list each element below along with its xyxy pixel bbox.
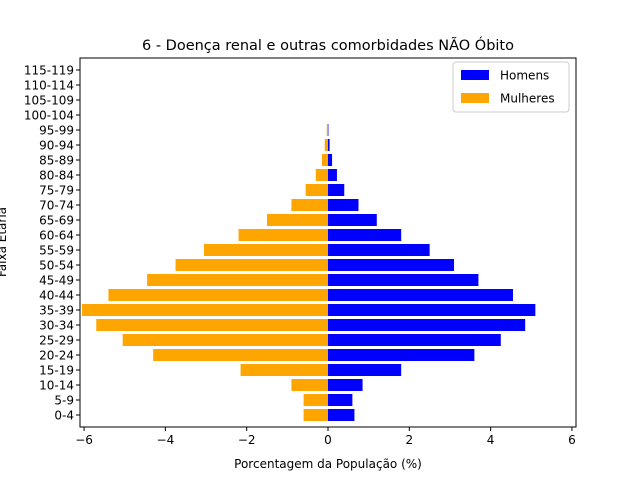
bar-mulheres-15-19 — [241, 364, 328, 376]
bar-mulheres-80-84 — [316, 169, 328, 181]
x-axis-label: Porcentagem da População (%) — [234, 457, 422, 471]
bar-homens-80-84 — [328, 169, 337, 181]
bar-mulheres-95-99 — [327, 124, 328, 136]
x-tick-label: 4 — [487, 433, 495, 447]
bar-mulheres-25-29 — [123, 334, 328, 346]
y-tick-label: 60-64 — [39, 229, 74, 243]
bar-mulheres-65-69 — [267, 214, 328, 226]
bar-mulheres-5-9 — [304, 394, 328, 406]
bar-homens-55-59 — [328, 244, 430, 256]
bar-mulheres-10-14 — [291, 379, 328, 391]
bar-homens-70-74 — [328, 199, 358, 211]
y-tick-label: 50-54 — [39, 259, 74, 273]
bar-mulheres-75-79 — [306, 184, 328, 196]
y-tick-label: 110-114 — [24, 79, 74, 93]
legend-swatch — [461, 70, 489, 80]
bar-homens-35-39 — [328, 304, 535, 316]
bars-layer — [82, 124, 535, 421]
bar-homens-0-4 — [328, 409, 354, 421]
y-tick-label: 20-24 — [39, 349, 74, 363]
bar-mulheres-0-4 — [304, 409, 328, 421]
bar-mulheres-60-64 — [239, 229, 328, 241]
bar-homens-15-19 — [328, 364, 401, 376]
bar-mulheres-35-39 — [82, 304, 328, 316]
bar-mulheres-55-59 — [204, 244, 328, 256]
bar-mulheres-20-24 — [153, 349, 328, 361]
bar-homens-65-69 — [328, 214, 377, 226]
bar-homens-5-9 — [328, 394, 352, 406]
y-axis-label: Faixa Etária — [0, 207, 9, 277]
y-tick-label: 65-69 — [39, 214, 74, 228]
bar-mulheres-30-34 — [96, 319, 328, 331]
y-tick-label: 90-94 — [39, 139, 74, 153]
y-tick-label: 35-39 — [39, 304, 74, 318]
x-tick-label: 6 — [568, 433, 576, 447]
legend-swatch — [461, 93, 489, 103]
bar-homens-60-64 — [328, 229, 401, 241]
bar-homens-25-29 — [328, 334, 501, 346]
y-tick-label: 95-99 — [39, 124, 74, 138]
y-tick-label: 70-74 — [39, 199, 74, 213]
bar-mulheres-90-94 — [325, 139, 328, 151]
x-tick-label: −2 — [238, 433, 256, 447]
legend: Homens Mulheres — [453, 62, 569, 112]
legend-label: Homens — [500, 69, 549, 83]
y-tick-label: 25-29 — [39, 334, 74, 348]
bar-homens-20-24 — [328, 349, 474, 361]
legend-label: Mulheres — [500, 92, 555, 106]
y-tick-label: 10-14 — [39, 379, 74, 393]
y-tick-label: 115-119 — [24, 64, 74, 78]
chart-title: 6 - Doença renal e outras comorbidades N… — [142, 36, 514, 54]
y-tick-label: 5-9 — [54, 394, 74, 408]
y-tick-label: 55-59 — [39, 244, 74, 258]
x-tick-label: −4 — [157, 433, 175, 447]
x-tick-label: 2 — [405, 433, 413, 447]
y-tick-label: 0-4 — [54, 409, 74, 423]
bar-mulheres-40-44 — [108, 289, 328, 301]
bar-homens-90-94 — [328, 139, 330, 151]
y-tick-label: 75-79 — [39, 184, 74, 198]
bar-homens-30-34 — [328, 319, 525, 331]
bar-homens-75-79 — [328, 184, 344, 196]
bar-homens-40-44 — [328, 289, 513, 301]
y-tick-label: 100-104 — [24, 109, 74, 123]
bar-mulheres-70-74 — [291, 199, 328, 211]
y-tick-label: 45-49 — [39, 274, 74, 288]
bar-homens-50-54 — [328, 259, 454, 271]
y-tick-label: 40-44 — [39, 289, 74, 303]
bar-homens-85-89 — [328, 154, 332, 166]
bar-mulheres-45-49 — [147, 274, 328, 286]
bar-mulheres-50-54 — [176, 259, 328, 271]
bar-homens-10-14 — [328, 379, 363, 391]
x-tick-label: 0 — [324, 433, 332, 447]
bar-mulheres-85-89 — [322, 154, 328, 166]
y-tick-label: 85-89 — [39, 154, 74, 168]
y-tick-label: 30-34 — [39, 319, 74, 333]
x-tick-label: −6 — [75, 433, 93, 447]
y-tick-label: 80-84 — [39, 169, 74, 183]
y-tick-label: 105-109 — [24, 94, 74, 108]
y-tick-label: 15-19 — [39, 364, 74, 378]
bar-homens-45-49 — [328, 274, 478, 286]
